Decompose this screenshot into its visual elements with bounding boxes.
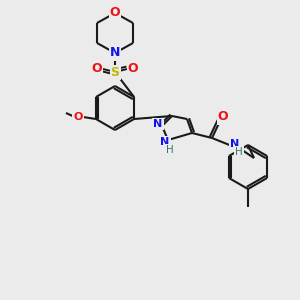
Text: N: N [110,46,120,59]
Text: O: O [92,62,102,76]
Text: O: O [128,62,138,76]
Text: H: H [235,147,243,157]
Text: N: N [160,137,169,147]
Text: S: S [110,65,119,79]
Text: N: N [230,139,240,149]
Text: N: N [153,119,163,129]
Text: H: H [166,145,174,155]
Text: O: O [110,7,120,20]
Text: O: O [218,110,228,124]
Text: O: O [73,112,83,122]
